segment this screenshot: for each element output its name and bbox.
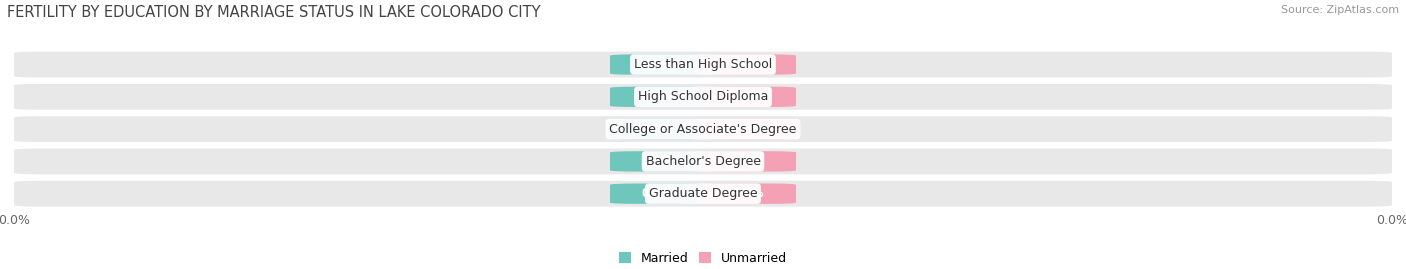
Text: College or Associate's Degree: College or Associate's Degree [609,123,797,136]
FancyBboxPatch shape [700,119,796,139]
FancyBboxPatch shape [610,54,706,75]
Text: 0.0%: 0.0% [731,155,763,168]
Text: 0.0%: 0.0% [731,90,763,103]
Text: Less than High School: Less than High School [634,58,772,71]
FancyBboxPatch shape [14,181,1392,207]
Text: 0.0%: 0.0% [643,123,675,136]
FancyBboxPatch shape [610,119,706,139]
FancyBboxPatch shape [14,148,1392,174]
Text: 0.0%: 0.0% [643,187,675,200]
FancyBboxPatch shape [14,116,1392,142]
Text: Graduate Degree: Graduate Degree [648,187,758,200]
Text: Bachelor's Degree: Bachelor's Degree [645,155,761,168]
Text: 0.0%: 0.0% [731,58,763,71]
Text: 0.0%: 0.0% [643,58,675,71]
FancyBboxPatch shape [610,87,706,107]
Text: High School Diploma: High School Diploma [638,90,768,103]
Text: 0.0%: 0.0% [643,90,675,103]
FancyBboxPatch shape [700,183,796,204]
FancyBboxPatch shape [610,151,706,172]
FancyBboxPatch shape [700,151,796,172]
Text: FERTILITY BY EDUCATION BY MARRIAGE STATUS IN LAKE COLORADO CITY: FERTILITY BY EDUCATION BY MARRIAGE STATU… [7,5,540,20]
Text: Source: ZipAtlas.com: Source: ZipAtlas.com [1281,5,1399,15]
FancyBboxPatch shape [700,54,796,75]
Legend: Married, Unmarried: Married, Unmarried [619,252,787,265]
Text: 0.0%: 0.0% [731,187,763,200]
FancyBboxPatch shape [610,183,706,204]
FancyBboxPatch shape [14,84,1392,110]
FancyBboxPatch shape [14,52,1392,77]
Text: 0.0%: 0.0% [643,155,675,168]
FancyBboxPatch shape [700,87,796,107]
Text: 0.0%: 0.0% [731,123,763,136]
